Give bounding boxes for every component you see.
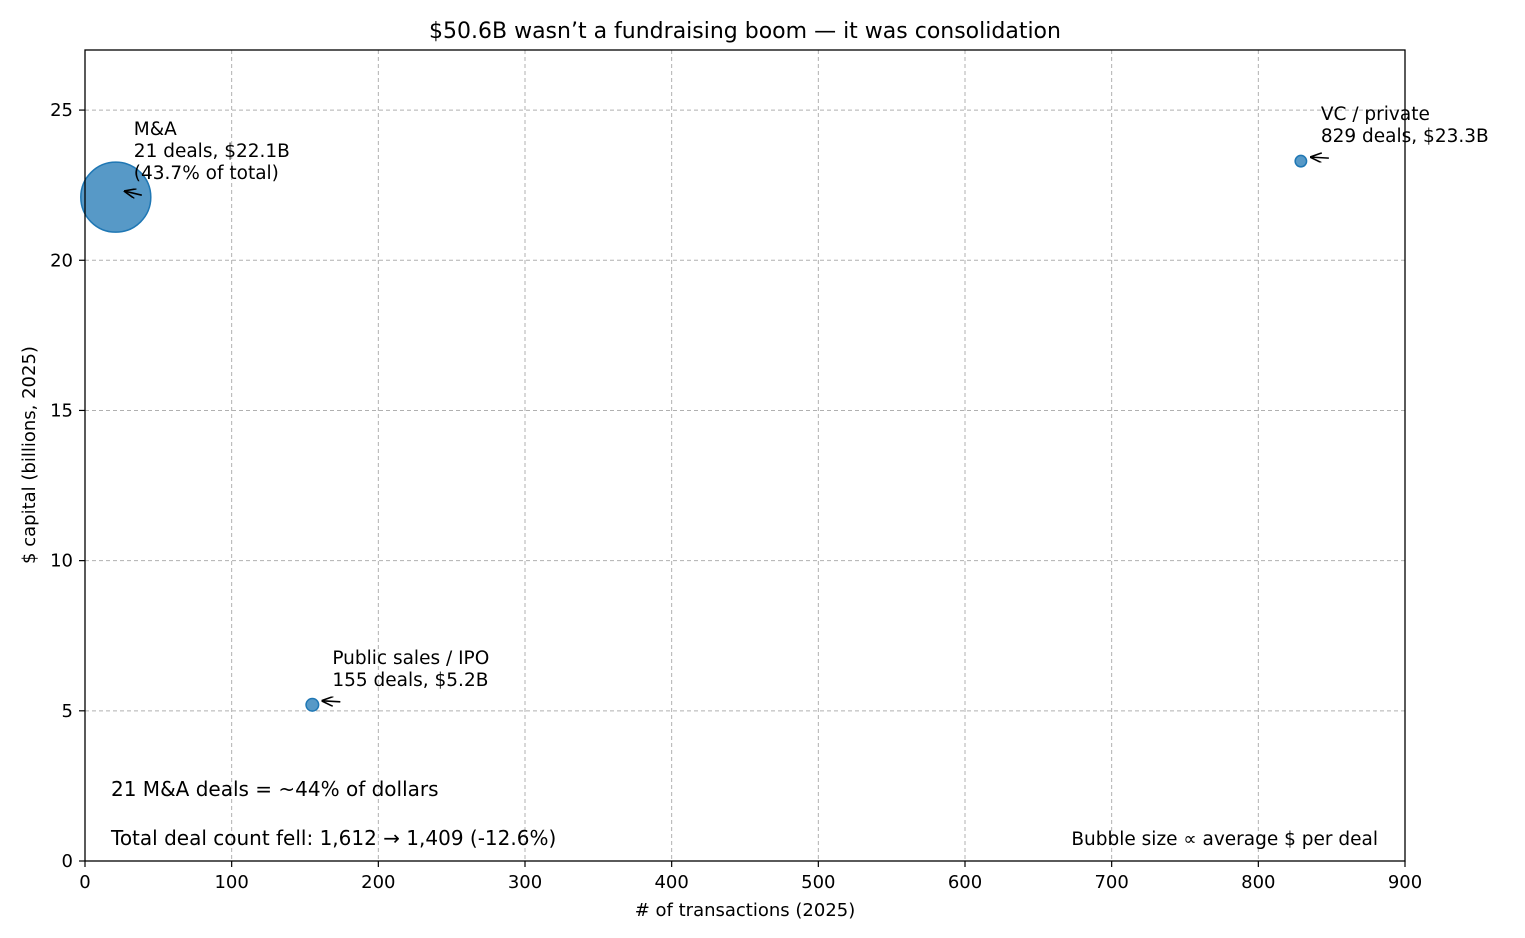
- axis-ticks: 0 100 200 300 400 500 600 700 800 900 0 5 10 15 20 25: [50, 100, 1422, 893]
- note-deal-count: Total deal count fell: 1,612 → 1,409 (-1…: [110, 826, 556, 850]
- x-tick-label: 0: [79, 872, 90, 893]
- annotation-label: (43.7% of total): [134, 163, 279, 184]
- bubble-public-sales-ipo: [305, 697, 320, 712]
- note-ma-share: 21 M&A deals = ~44% of dollars: [111, 777, 439, 801]
- annotation-label: M&A: [134, 119, 177, 140]
- y-tick-label: 5: [62, 701, 73, 722]
- annotation-arrow: [125, 191, 142, 195]
- x-tick-label: 800: [1241, 872, 1275, 893]
- y-tick-label: 25: [50, 100, 73, 121]
- annotation-label: 155 deals, $5.2B: [332, 670, 488, 691]
- annotations: M&A21 deals, $22.1B(43.7% of total) Publi…: [125, 104, 1489, 702]
- annotation-label: 21 deals, $22.1B: [134, 141, 290, 162]
- bubble-vc-private: [1294, 154, 1308, 168]
- annotation-arrow: [1311, 157, 1329, 158]
- x-tick-label: 100: [214, 872, 248, 893]
- bubble-m-a: [80, 161, 152, 233]
- annotation-arrow: [322, 701, 341, 702]
- y-tick-label: 15: [50, 400, 73, 421]
- annotation-label: VC / private: [1321, 104, 1430, 125]
- chart-title: $50.6B wasn’t a fundraising boom — it wa…: [429, 19, 1061, 44]
- x-tick-label: 300: [508, 872, 542, 893]
- y-axis-label: $ capital (billions, 2025): [19, 346, 40, 564]
- x-tick-label: 200: [361, 872, 395, 893]
- y-tick-label: 20: [50, 250, 73, 271]
- annotation-label: Public sales / IPO: [332, 648, 489, 669]
- y-tick-label: 10: [50, 551, 73, 572]
- bubble-size-legend: Bubble size ∝ average $ per deal: [1071, 829, 1378, 850]
- x-tick-label: 700: [1094, 872, 1128, 893]
- x-tick-label: 900: [1388, 872, 1422, 893]
- grid: [85, 50, 1405, 861]
- x-axis-label: # of transactions (2025): [635, 900, 856, 921]
- y-tick-label: 0: [62, 851, 73, 872]
- x-tick-label: 500: [801, 872, 835, 893]
- x-tick-label: 600: [948, 872, 982, 893]
- bubbles: [80, 154, 1308, 712]
- x-tick-label: 400: [654, 872, 688, 893]
- plot-frame: [84, 49, 1406, 862]
